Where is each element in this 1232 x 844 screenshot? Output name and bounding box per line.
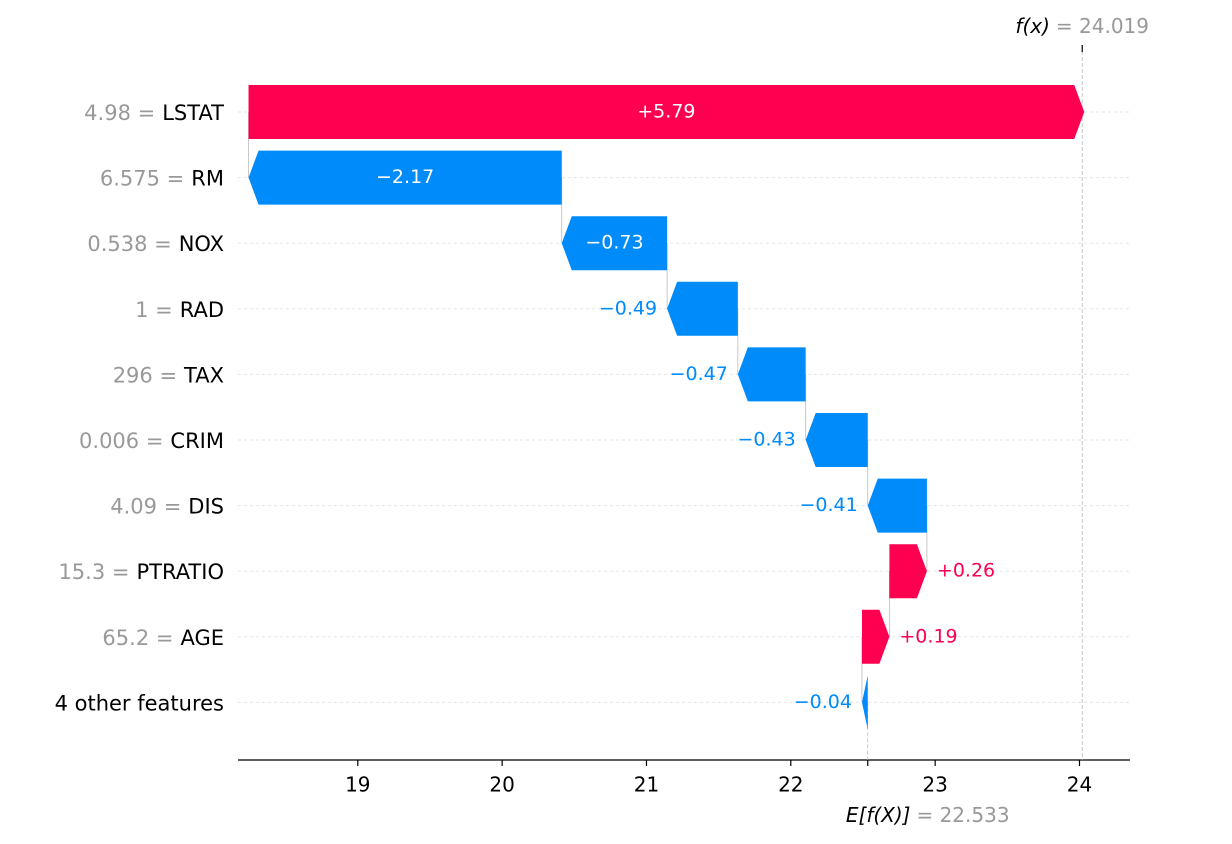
value-label: +5.79: [637, 101, 695, 123]
feature-name: DIS: [188, 495, 224, 519]
value-label: −2.17: [376, 166, 434, 188]
value-label: +0.26: [937, 560, 995, 582]
bar: [861, 675, 868, 730]
value-label: +0.19: [899, 625, 957, 647]
y-label: 4.98 = LSTAT: [84, 101, 224, 125]
value-label: −0.73: [585, 232, 643, 254]
bar: [561, 216, 668, 271]
bar: [889, 544, 927, 599]
feature-name: CRIM: [170, 429, 224, 453]
feature-value: 296 =: [113, 363, 177, 387]
feature-name: AGE: [180, 626, 224, 650]
y-label: 1 = RAD: [135, 298, 224, 322]
feature-name: RAD: [180, 298, 224, 322]
feature-value: 6.575 =: [100, 167, 184, 191]
base-label: E[f(X)] = 22.533: [846, 803, 1010, 827]
feature-value: 1 =: [135, 298, 173, 322]
feature-value: 15.3 =: [58, 560, 129, 584]
feature-value: 4.09 =: [110, 495, 181, 519]
feature-name: RM: [191, 167, 224, 191]
value-label: −0.43: [737, 429, 795, 451]
y-label: 6.575 = RM: [100, 167, 224, 191]
bar: [861, 609, 890, 664]
x-tick-label: 21: [634, 773, 659, 797]
output-label: f(x) = 24.019: [1015, 14, 1149, 38]
bar: [248, 85, 1085, 139]
output-value: = 24.019: [1056, 14, 1149, 38]
y-label: 15.3 = PTRATIO: [58, 560, 224, 584]
feature-value: 0.538 =: [87, 232, 171, 256]
feature-name: LSTAT: [162, 101, 224, 125]
x-tick-label: 23: [922, 773, 947, 797]
bar: [667, 281, 738, 336]
base-value: = 22.533: [916, 803, 1009, 827]
bar: [737, 347, 806, 402]
y-label: 296 = TAX: [113, 363, 224, 387]
y-label: 4 other features: [55, 691, 224, 715]
feature-value: 4.98 =: [84, 101, 155, 125]
x-tick-label: 20: [489, 773, 514, 797]
y-label: 65.2 = AGE: [102, 626, 224, 650]
feature-name: NOX: [179, 232, 224, 256]
value-label: −0.04: [794, 691, 852, 713]
x-tick-label: 24: [1067, 773, 1092, 797]
bar: [867, 478, 927, 533]
feature-value: 0.006 =: [79, 429, 163, 453]
value-label: −0.41: [800, 494, 858, 516]
y-label: 0.538 = NOX: [87, 232, 224, 256]
x-tick-label: 19: [345, 773, 370, 797]
value-label: −0.47: [670, 363, 728, 385]
x-tick-label: 22: [778, 773, 803, 797]
output-name: f(x): [1015, 14, 1049, 38]
bar: [248, 150, 562, 205]
feature-name: TAX: [183, 363, 224, 387]
feature-name: 4 other features: [55, 691, 224, 715]
feature-name: PTRATIO: [136, 560, 224, 584]
y-label: 0.006 = CRIM: [79, 429, 224, 453]
base-name: E[f(X)]: [846, 803, 911, 827]
feature-value: 65.2 =: [102, 626, 173, 650]
bar: [805, 413, 868, 467]
value-label: −0.49: [599, 297, 657, 319]
y-label: 4.09 = DIS: [110, 495, 224, 519]
